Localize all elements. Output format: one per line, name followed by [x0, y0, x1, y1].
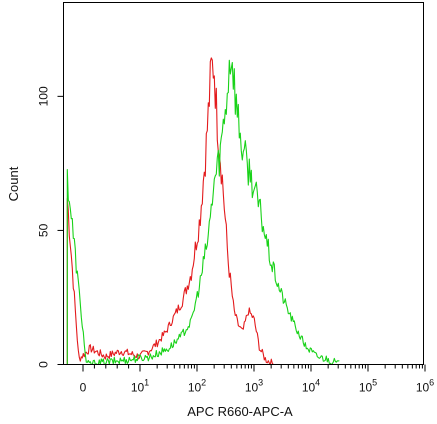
x-tick-label: 101 — [131, 378, 149, 395]
x-tick-base: 10 — [245, 381, 259, 395]
x-tick-exponent: 2 — [201, 378, 206, 388]
y-axis-title: Count — [6, 166, 21, 201]
x-tick-base: 10 — [416, 381, 430, 395]
x-tick-base: 0 — [80, 381, 87, 395]
x-axis: 0 101 102 103 104 105 106 — [80, 364, 434, 395]
x-tick-exponent: 4 — [315, 378, 320, 388]
x-tick-exponent: 5 — [372, 378, 377, 388]
x-tick-exponent: 3 — [258, 378, 263, 388]
x-tick-base: 10 — [188, 381, 202, 395]
x-axis-title: APC R660-APC-A — [187, 404, 293, 419]
x-tick-label: 106 — [416, 378, 434, 395]
x-tick-exponent: 6 — [429, 378, 434, 388]
x-tick-label: 102 — [188, 378, 206, 395]
y-tick-label: 50 — [37, 223, 51, 237]
x-tick-label: 104 — [302, 378, 320, 395]
x-tick-exponent: 1 — [144, 378, 149, 388]
x-tick-base: 10 — [302, 381, 316, 395]
x-tick-base: 10 — [131, 381, 145, 395]
y-axis: 0 50 100 — [37, 86, 64, 368]
x-tick-label: 105 — [359, 378, 377, 395]
histogram-series-2 — [66, 59, 340, 366]
plot-frame — [63, 2, 424, 365]
x-tick-base: 10 — [359, 381, 373, 395]
y-tick-label: 100 — [37, 86, 51, 106]
y-tick-label: 0 — [37, 361, 51, 368]
histogram-series-1 — [66, 57, 274, 366]
histogram-series-group — [66, 57, 340, 366]
x-tick-label: 103 — [245, 378, 263, 395]
x-tick-label: 0 — [80, 381, 87, 395]
